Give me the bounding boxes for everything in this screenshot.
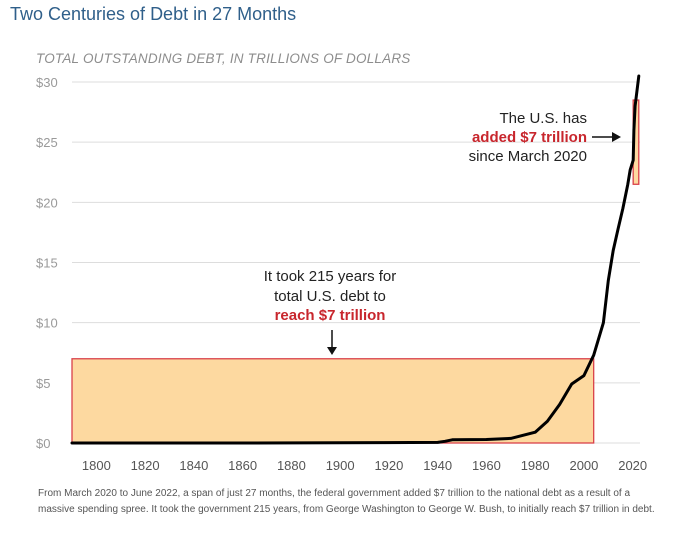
x-tick-label: 1940 <box>423 458 452 473</box>
annotation-tail: since March 2020 <box>469 148 587 165</box>
highlight-boxes <box>71 99 640 444</box>
x-tick-label: 2000 <box>569 458 598 473</box>
x-tick-labels: 1800 1820 1840 1860 1880 1900 1920 1940 1960 1980… <box>82 458 647 473</box>
annotation-line-1: The U.S. has <box>499 110 587 127</box>
y-tick-label: $20 <box>36 195 58 210</box>
y-tick-label: $25 <box>36 135 58 150</box>
annotation-215-years: It took 215 years for total U.S. debt to… <box>264 268 397 355</box>
debt-series <box>70 74 641 445</box>
annotation-line-1: It took 215 years for <box>264 268 397 285</box>
y-tick-label: $0 <box>36 436 50 451</box>
x-tick-label: 1980 <box>521 458 550 473</box>
chart-title: Two Centuries of Debt in 27 Months <box>10 4 297 24</box>
debt-line <box>70 74 641 445</box>
footnote: From March 2020 to June 2022, a span of … <box>38 488 655 515</box>
y-axis-label: TOTAL OUTSTANDING DEBT, IN TRILLIONS OF … <box>36 51 411 66</box>
x-tick-label: 1860 <box>228 458 257 473</box>
arrow-right-icon <box>612 132 621 142</box>
y-tick-label: $15 <box>36 256 58 271</box>
y-tick-label: $10 <box>36 316 58 331</box>
x-tick-label: 1920 <box>374 458 403 473</box>
annotation-highlight: added $7 trillion <box>472 129 587 146</box>
y-tick-label: $30 <box>36 75 58 90</box>
x-tick-label: 1900 <box>326 458 355 473</box>
y-tick-label: $5 <box>36 376 50 391</box>
annotation-line-2: total U.S. debt to <box>274 288 386 305</box>
highlight-215-years <box>71 358 595 444</box>
x-tick-label: 1800 <box>82 458 111 473</box>
annotation-27-months: The U.S. has added $7 trillion since Mar… <box>469 110 621 165</box>
x-tick-label: 1820 <box>131 458 160 473</box>
x-tick-label: 2020 <box>618 458 647 473</box>
x-tick-label: 1960 <box>472 458 501 473</box>
annotation-highlight: reach $7 trillion <box>275 307 386 324</box>
x-tick-label: 1880 <box>277 458 306 473</box>
arrow-down-icon <box>327 347 337 355</box>
y-tick-labels: $0 $5 $10 $15 $20 $25 $30 <box>36 75 58 451</box>
x-tick-label: 1840 <box>179 458 208 473</box>
